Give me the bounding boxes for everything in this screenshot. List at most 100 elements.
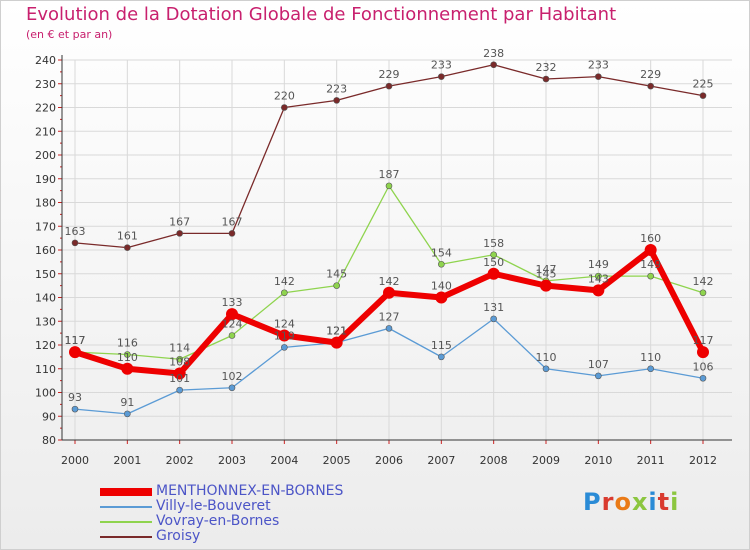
y-tick-label: 210: [35, 125, 56, 138]
data-point-groisy: [438, 73, 445, 80]
data-label-menthonnex-en-bornes: 124: [274, 318, 295, 331]
data-label-groisy: 232: [536, 61, 557, 74]
y-tick-label: 230: [35, 78, 56, 91]
data-label-groisy: 161: [117, 230, 138, 243]
data-label-groisy: 167: [222, 215, 243, 228]
data-point-vovray-en-bornes: [647, 272, 654, 280]
data-label-groisy: 233: [588, 59, 609, 72]
data-label-vovray-en-bornes: 114: [169, 341, 190, 354]
data-label-groisy: 229: [640, 68, 661, 81]
y-tick-label: 120: [35, 339, 56, 352]
data-point-groisy: [281, 104, 288, 111]
data-point-menthonnex-en-bornes: [121, 362, 134, 375]
data-label-villy-le-bouveret: 127: [379, 310, 400, 323]
data-point-vovray-en-bornes: [228, 332, 236, 339]
data-point-menthonnex-en-bornes: [330, 336, 343, 349]
data-point-villy-le-bouveret: [385, 325, 393, 332]
legend-swatch-villy: [100, 506, 152, 508]
x-tick-label: 2007: [427, 454, 455, 467]
chart-subtitle: (en € et par an): [26, 28, 113, 41]
data-point-villy-le-bouveret: [595, 372, 602, 380]
legend-swatch-groisy: [100, 536, 152, 538]
data-point-groisy: [228, 230, 236, 237]
data-point-vovray-en-bornes: [124, 351, 131, 358]
data-point-groisy: [71, 239, 79, 247]
data-label-villy-le-bouveret: 110: [640, 351, 661, 364]
data-label-vovray-en-bornes: 147: [536, 263, 557, 276]
data-label-villy-le-bouveret: 106: [693, 360, 714, 373]
data-label-vovray-en-bornes: 117: [65, 334, 86, 347]
y-tick-label: 80: [42, 434, 56, 447]
data-point-villy-le-bouveret: [647, 365, 654, 373]
data-point-vovray-en-bornes: [438, 260, 445, 268]
data-point-menthonnex-en-bornes: [487, 267, 500, 280]
data-point-groisy: [385, 82, 393, 90]
data-label-menthonnex-en-bornes: 108: [169, 356, 190, 369]
y-tick-label: 180: [35, 197, 56, 210]
x-tick-label: 2001: [113, 454, 141, 467]
x-tick-label: 2000: [61, 454, 89, 467]
data-label-villy-le-bouveret: 119: [274, 329, 295, 342]
data-label-groisy: 229: [379, 68, 400, 81]
data-point-menthonnex-en-bornes: [278, 329, 291, 342]
brand-logo-letter: P: [583, 488, 602, 516]
data-label-groisy: 167: [169, 215, 190, 228]
data-point-menthonnex-en-bornes: [226, 308, 238, 321]
data-label-villy-le-bouveret: 131: [483, 301, 504, 314]
data-label-menthonnex-en-bornes: 133: [222, 296, 243, 309]
data-label-vovray-en-bornes: 124: [222, 318, 243, 331]
brand-logo-letter: t: [657, 488, 671, 516]
data-label-villy-le-bouveret: 93: [68, 391, 82, 404]
data-label-menthonnex-en-bornes: 145: [536, 268, 557, 281]
data-label-menthonnex-en-bornes: 143: [588, 272, 609, 285]
data-label-villy-le-bouveret: 121: [326, 325, 347, 338]
data-label-menthonnex-en-bornes: 140: [431, 280, 452, 293]
data-point-groisy: [490, 61, 497, 69]
data-point-villy-le-bouveret: [281, 344, 288, 351]
y-tick-label: 150: [35, 268, 56, 281]
y-tick-label: 190: [35, 173, 56, 186]
data-point-villy-le-bouveret: [438, 353, 445, 361]
brand-logo-letter: x: [631, 488, 649, 516]
legend-label-villy: Villy-le-Bouveret: [156, 498, 271, 514]
data-point-vovray-en-bornes: [281, 289, 288, 297]
data-point-menthonnex-en-bornes: [697, 346, 709, 359]
data-point-vovray-en-bornes: [490, 251, 497, 259]
legend-swatch-menthonnex: [100, 488, 152, 496]
data-label-vovray-en-bornes: 149: [588, 258, 609, 271]
data-label-vovray-en-bornes: 142: [274, 275, 295, 288]
data-point-menthonnex-en-bornes: [644, 244, 657, 256]
chart-title: Evolution de la Dotation Globale de Fonc…: [26, 4, 617, 25]
legend-label-vovray: Vovray-en-Bornes: [156, 513, 280, 529]
data-label-groisy: 238: [483, 47, 504, 60]
data-label-villy-le-bouveret: 101: [169, 372, 190, 385]
x-tick-label: 2012: [689, 454, 717, 467]
data-point-villy-le-bouveret: [542, 365, 550, 373]
y-tick-label: 130: [35, 315, 56, 328]
data-label-menthonnex-en-bornes: 142: [379, 275, 400, 288]
data-point-vovray-en-bornes: [699, 289, 707, 297]
x-tick-label: 2002: [166, 454, 194, 467]
y-tick-label: 170: [35, 220, 56, 233]
brand-logo-letter: i: [670, 488, 680, 516]
brand-logo-letter: i: [648, 488, 658, 516]
data-label-menthonnex-en-bornes: 117: [65, 334, 86, 347]
data-point-villy-le-bouveret: [490, 315, 497, 323]
data-label-villy-le-bouveret: 107: [588, 358, 609, 371]
y-tick-label: 220: [35, 102, 56, 115]
x-tick-label: 2006: [375, 454, 403, 467]
data-point-vovray-en-bornes: [385, 182, 393, 190]
data-label-villy-le-bouveret: 102: [222, 370, 243, 383]
data-point-groisy: [595, 73, 602, 80]
data-point-menthonnex-en-bornes: [173, 367, 186, 380]
data-point-villy-le-bouveret: [228, 384, 236, 392]
data-label-vovray-en-bornes: 187: [379, 168, 400, 181]
data-point-villy-le-bouveret: [124, 410, 131, 418]
data-label-vovray-en-bornes: 158: [483, 237, 504, 250]
legend-label-menthonnex: MENTHONNEX-EN-BORNES: [156, 483, 344, 499]
data-point-menthonnex-en-bornes: [540, 279, 552, 292]
data-point-groisy: [699, 92, 707, 99]
y-tick-label: 110: [35, 363, 56, 376]
